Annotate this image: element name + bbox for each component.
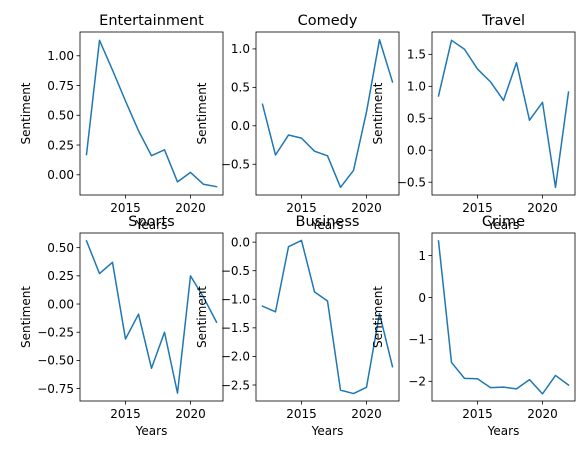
y-tick-label: 0.0 bbox=[231, 119, 250, 133]
y-tick-label: −0.5 bbox=[221, 264, 250, 278]
y-tick-label: 0.25 bbox=[47, 138, 74, 152]
y-tick-label: 0.50 bbox=[47, 241, 74, 255]
subplot-business: 2015 2020−2.5−2.0−1.5−1.0−0.50.0BusinessY… bbox=[195, 214, 400, 438]
subplot-title: Entertainment bbox=[99, 13, 204, 29]
subplot-title: Business bbox=[296, 214, 360, 230]
x-axis-label: Years bbox=[135, 218, 168, 232]
y-tick-label: −2.0 bbox=[221, 350, 250, 364]
subplot-travel: 2015 2020 −0.5 0.0 0.5 1.0 1.5 Travel Years Senti… bbox=[371, 13, 576, 232]
subplot-entertainment: 2015 2020 0.00 0.25 0.50 0.75 1.00 Entertainmen… bbox=[19, 13, 224, 232]
subplot-title: Crime bbox=[482, 214, 525, 230]
x-tick-label: 2020 bbox=[175, 407, 206, 421]
plot-frame bbox=[79, 31, 224, 196]
y-tick-label: −0.5 bbox=[397, 176, 426, 190]
x-tick-label: 2015 bbox=[286, 407, 317, 421]
series-line bbox=[437, 240, 570, 395]
y-tick-label: −1.0 bbox=[221, 293, 250, 307]
y-tick-label: 0 bbox=[418, 291, 426, 305]
y-tick-label: −2.5 bbox=[221, 378, 250, 392]
y-tick-label: 0.5 bbox=[231, 81, 250, 95]
y-tick-label: 0.0 bbox=[407, 144, 426, 158]
y-tick-label: 1.5 bbox=[407, 48, 426, 62]
y-tick-label: −0.25 bbox=[37, 326, 74, 340]
y-tick-label: 0.25 bbox=[47, 269, 74, 283]
x-axis-label: Years bbox=[311, 424, 344, 438]
y-axis-label: Sentiment bbox=[19, 286, 33, 348]
y-tick-label: 1.0 bbox=[407, 80, 426, 94]
y-tick-label: 0.75 bbox=[47, 79, 74, 93]
y-tick-label: −2 bbox=[408, 375, 426, 389]
x-tick-label: 2015 bbox=[110, 407, 141, 421]
y-tick-label: −0.75 bbox=[37, 382, 74, 396]
y-tick-label: 0.0 bbox=[231, 235, 250, 249]
x-tick-label: 2020 bbox=[527, 201, 558, 215]
x-axis-label: Years bbox=[487, 218, 520, 232]
series-line bbox=[85, 39, 218, 188]
series-line bbox=[437, 39, 570, 189]
subplot-title: Travel bbox=[481, 13, 525, 29]
subplot-title: Sports bbox=[128, 214, 174, 230]
y-tick-label: −1.5 bbox=[221, 321, 250, 335]
plot-frame bbox=[79, 232, 224, 402]
x-tick-label: 2015 bbox=[286, 201, 317, 215]
y-tick-label: 1.0 bbox=[231, 42, 250, 56]
x-tick-label: 2020 bbox=[527, 407, 558, 421]
plot-frame bbox=[431, 232, 576, 402]
y-tick-label: 0.00 bbox=[47, 168, 74, 182]
series-line bbox=[261, 239, 394, 395]
y-tick-label: −1 bbox=[408, 333, 426, 347]
y-tick-label: 0.00 bbox=[47, 297, 74, 311]
series-line bbox=[261, 38, 394, 189]
subplot-sports: 2015 2020 −0.75 −0.50 −0.25 0.00 0.25 0.50 Sport… bbox=[19, 214, 224, 438]
x-tick-label: 2015 bbox=[110, 201, 141, 215]
plot-frame bbox=[431, 31, 576, 196]
x-axis-label: Years bbox=[311, 218, 344, 232]
x-tick-label: 2020 bbox=[351, 407, 382, 421]
x-axis-label: Years bbox=[487, 424, 520, 438]
y-tick-label: 1 bbox=[418, 249, 426, 263]
plot-frame bbox=[255, 232, 400, 402]
plot-frame bbox=[255, 31, 400, 196]
x-axis-label: Years bbox=[135, 424, 168, 438]
x-tick-label: 2015 bbox=[462, 201, 493, 215]
series-line bbox=[85, 239, 218, 394]
x-tick-label: 2020 bbox=[351, 201, 382, 215]
y-axis-label: Sentiment bbox=[195, 286, 209, 348]
subplot-comedy: 2015 2020 −0.5 0.0 0.5 1.0 Comedy Years Sentimen… bbox=[195, 13, 400, 232]
y-tick-label: 0.50 bbox=[47, 109, 74, 123]
y-axis-label: Sentiment bbox=[371, 82, 385, 144]
y-tick-label: 1.00 bbox=[47, 49, 74, 63]
y-tick-label: −0.5 bbox=[221, 158, 250, 172]
y-tick-label: 0.5 bbox=[407, 112, 426, 126]
y-axis-label: Sentiment bbox=[19, 82, 33, 144]
y-tick-label: −0.50 bbox=[37, 354, 74, 368]
y-axis-label: Sentiment bbox=[195, 82, 209, 144]
x-tick-label: 2020 bbox=[175, 201, 206, 215]
y-axis-label: Sentiment bbox=[371, 286, 385, 348]
subplot-title: Comedy bbox=[298, 13, 358, 29]
x-tick-label: 2015 bbox=[462, 407, 493, 421]
